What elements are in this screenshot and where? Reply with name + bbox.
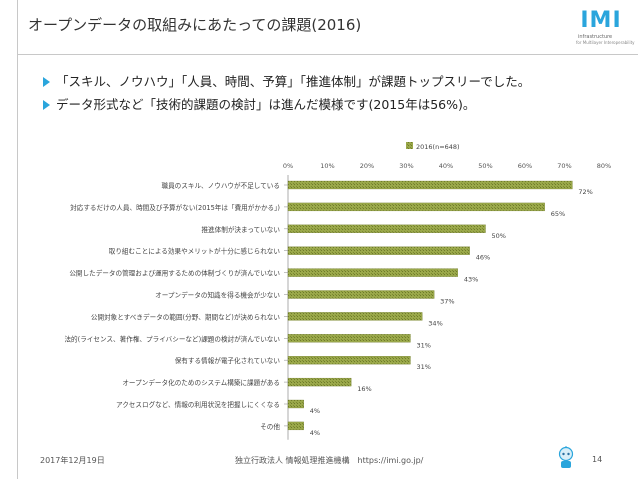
bullet-triangle-icon <box>43 77 50 87</box>
category-label: オープンデータ化のためのシステム構築に課題がある <box>122 378 280 387</box>
x-tick-label: 80% <box>597 162 611 170</box>
mascot-icon <box>558 446 574 468</box>
category-label: 公開対象とすべきデータの範囲(分野、期間など)が決められない <box>91 312 281 321</box>
bullet-1-text: 「スキル、ノウハウ」「人員、時間、予算」「推進体制」が課題トップスリーでした。 <box>56 74 531 89</box>
logo-subtitle-2: for Multilayer Interoperability <box>576 40 635 45</box>
category-label: 職員のスキル、ノウハウが不足している <box>162 181 281 190</box>
bullet-1: 「スキル、ノウハウ」「人員、時間、予算」「推進体制」が課題トップスリーでした。 <box>43 71 530 90</box>
bullet-triangle-icon <box>43 100 50 110</box>
bar <box>287 399 304 409</box>
legend-swatch <box>406 142 413 149</box>
x-tick-label: 20% <box>360 162 374 170</box>
category-label: 対応するだけの人員、時間及び予算がない(2015年は「費用がかかる」) <box>70 203 280 212</box>
bar-chart: 2016(n=648) 0% 10% 20% 30% 40% 50% 60% 70% 80% 職員の… <box>64 142 611 440</box>
value-label: 50% <box>492 232 506 240</box>
value-label: 65% <box>551 210 565 218</box>
x-tick-label: 70% <box>557 162 571 170</box>
bar <box>287 202 545 212</box>
value-label: 37% <box>440 298 454 306</box>
bar <box>287 180 573 190</box>
bar <box>287 224 486 233</box>
bar <box>287 421 304 431</box>
footer-organization: 独立行政法人 情報処理推進機構 https://imi.go.jp/ <box>235 456 424 465</box>
x-tick-label: 50% <box>478 162 492 170</box>
bullet-2: データ形式など「技術的課題の検討」は進んだ模様です(2015年は56%)。 <box>43 94 475 113</box>
imi-logo: IMI infrastructure for Multilayer Intero… <box>572 8 635 50</box>
bullet-2-text: データ形式など「技術的課題の検討」は進んだ模様です(2015年は56%)。 <box>56 97 476 112</box>
bar <box>287 377 352 387</box>
bar <box>287 290 435 299</box>
x-tick-label: 10% <box>320 162 334 170</box>
value-label: 16% <box>357 385 371 393</box>
category-label: 推進体制が決まっていない <box>201 225 280 234</box>
x-tick-label: 40% <box>439 162 453 170</box>
category-label: 法的(ライセンス、著作権、プライバシーなど)課題の検討が済んでいない <box>64 334 280 343</box>
bar <box>287 268 459 277</box>
value-label: 4% <box>310 407 320 415</box>
value-label: 43% <box>464 276 478 284</box>
value-label: 46% <box>476 254 490 262</box>
logo-word: IMI <box>580 8 622 33</box>
value-label: 34% <box>428 319 442 327</box>
page-number: 14 <box>592 455 603 464</box>
category-label: アクセスログなど、情報の利用状況を把握しにくくなる <box>116 400 280 409</box>
logo-subtitle: infrastructure <box>578 34 613 40</box>
category-label: オープンデータの知識を得る機会が少ない <box>155 291 280 300</box>
bar <box>287 334 411 343</box>
slide-title: オープンデータの取組みにあたっての課題(2016) <box>28 16 362 34</box>
header-rule <box>17 54 638 55</box>
category-label: 保有する情報が電子化されていない <box>175 356 281 365</box>
bar <box>287 246 470 255</box>
value-label: 31% <box>416 363 430 371</box>
bar <box>287 356 411 365</box>
category-label: 公開したデータの管理および運用するための体制づくりが済んでいない <box>69 269 280 278</box>
x-tick-label: 60% <box>518 162 532 170</box>
x-tick-label: 30% <box>399 162 413 170</box>
bar <box>287 312 423 321</box>
left-rule <box>17 0 18 479</box>
legend-label: 2016(n=648) <box>416 143 460 151</box>
x-tick-label: 0% <box>283 162 293 170</box>
footer-date: 2017年12月19日 <box>40 456 105 465</box>
category-label: 取り組むことによる効果やメリットが十分に感じられない <box>109 247 281 256</box>
value-label: 72% <box>578 188 592 196</box>
value-label: 4% <box>310 429 320 437</box>
category-label: その他 <box>260 422 280 431</box>
value-label: 31% <box>416 341 430 349</box>
